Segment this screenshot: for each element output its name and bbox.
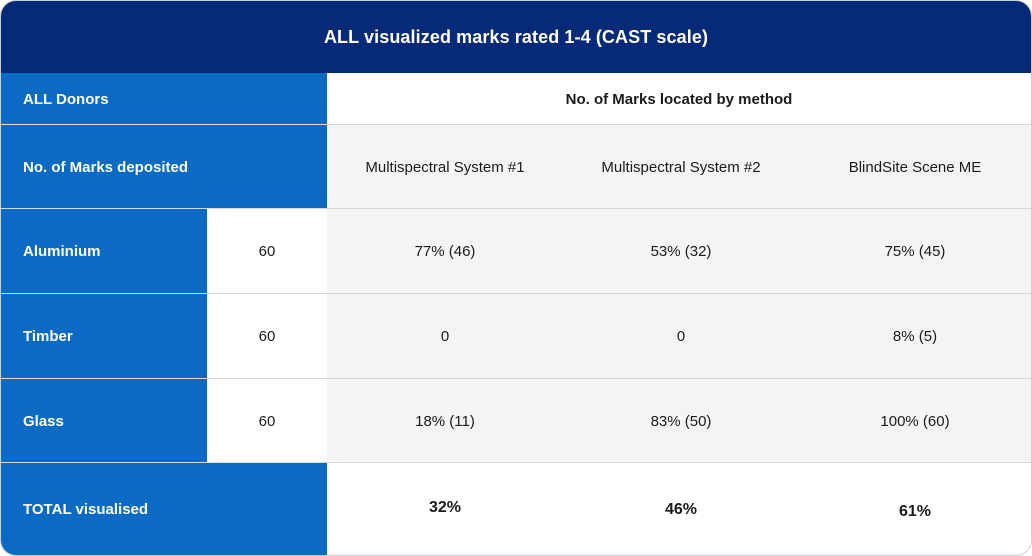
value-aluminium-method-1: 77% (46) bbox=[327, 209, 563, 294]
method-header-2: Multispectral System #2 bbox=[563, 125, 799, 209]
row-divider bbox=[1, 378, 1031, 379]
value-aluminium-method-3: 75% (45) bbox=[799, 209, 1031, 294]
row-label-glass: Glass bbox=[1, 379, 207, 463]
deposited-aluminium: 60 bbox=[207, 209, 327, 294]
value-glass-method-1: 18% (11) bbox=[327, 379, 563, 463]
value-glass-method-2: 83% (50) bbox=[563, 379, 799, 463]
row-divider bbox=[1, 462, 1031, 463]
row-label-aluminium: Aluminium bbox=[1, 209, 207, 294]
value-timber-method-3: 8% (5) bbox=[799, 294, 1031, 379]
total-label: TOTAL visualised bbox=[1, 463, 327, 555]
marks-located-header: No. of Marks located by method bbox=[327, 73, 1031, 125]
row-divider bbox=[1, 208, 1031, 209]
method-header-1: Multispectral System #1 bbox=[327, 125, 563, 209]
row-divider bbox=[1, 293, 1031, 294]
table-title: ALL visualized marks rated 1-4 (CAST sca… bbox=[1, 1, 1031, 73]
method-header-3: BlindSite Scene ME bbox=[799, 125, 1031, 209]
all-donors-label: ALL Donors bbox=[1, 73, 327, 125]
deposited-glass: 60 bbox=[207, 379, 327, 463]
value-aluminium-method-2: 53% (32) bbox=[563, 209, 799, 294]
value-glass-method-3: 100% (60) bbox=[799, 379, 1031, 463]
total-method-3: 61% bbox=[799, 463, 1031, 553]
deposited-timber: 60 bbox=[207, 294, 327, 379]
total-method-1: 32% bbox=[327, 463, 563, 553]
value-timber-method-2: 0 bbox=[563, 294, 799, 379]
row-label-timber: Timber bbox=[1, 294, 207, 379]
total-method-2: 46% bbox=[563, 463, 799, 553]
row-divider bbox=[1, 124, 1031, 125]
value-timber-method-1: 0 bbox=[327, 294, 563, 379]
marks-deposited-label: No. of Marks deposited bbox=[1, 125, 327, 209]
